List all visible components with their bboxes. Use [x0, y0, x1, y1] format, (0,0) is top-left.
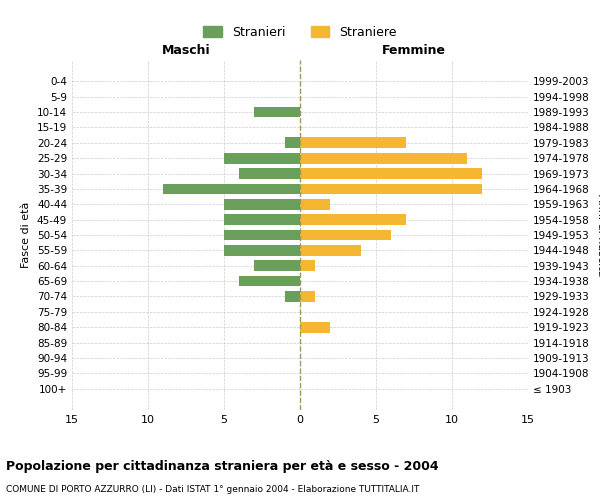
Bar	[239, 168, 300, 179]
Bar	[300, 214, 406, 225]
Bar	[224, 214, 300, 225]
Y-axis label: Fasce di età: Fasce di età	[22, 202, 31, 268]
Bar	[224, 199, 300, 209]
Bar	[300, 138, 406, 148]
Bar	[224, 153, 300, 164]
Bar	[300, 245, 361, 256]
Y-axis label: Anni di nascita: Anni di nascita	[596, 194, 600, 276]
Bar	[224, 230, 300, 240]
Bar	[254, 260, 300, 271]
Bar	[300, 184, 482, 194]
Bar	[300, 322, 331, 332]
Text: Popolazione per cittadinanza straniera per età e sesso - 2004: Popolazione per cittadinanza straniera p…	[6, 460, 439, 473]
Bar	[239, 276, 300, 286]
Bar	[285, 138, 300, 148]
Bar	[300, 291, 315, 302]
Bar	[300, 230, 391, 240]
Bar	[300, 153, 467, 164]
Bar	[300, 168, 482, 179]
Legend: Stranieri, Straniere: Stranieri, Straniere	[198, 20, 402, 44]
Bar	[163, 184, 300, 194]
Bar	[300, 260, 315, 271]
Text: Maschi: Maschi	[161, 44, 211, 57]
Bar	[285, 291, 300, 302]
Text: COMUNE DI PORTO AZZURRO (LI) - Dati ISTAT 1° gennaio 2004 - Elaborazione TUTTITA: COMUNE DI PORTO AZZURRO (LI) - Dati ISTA…	[6, 485, 419, 494]
Bar	[224, 245, 300, 256]
Bar	[300, 199, 331, 209]
Text: Femmine: Femmine	[382, 44, 446, 57]
Bar	[254, 106, 300, 118]
